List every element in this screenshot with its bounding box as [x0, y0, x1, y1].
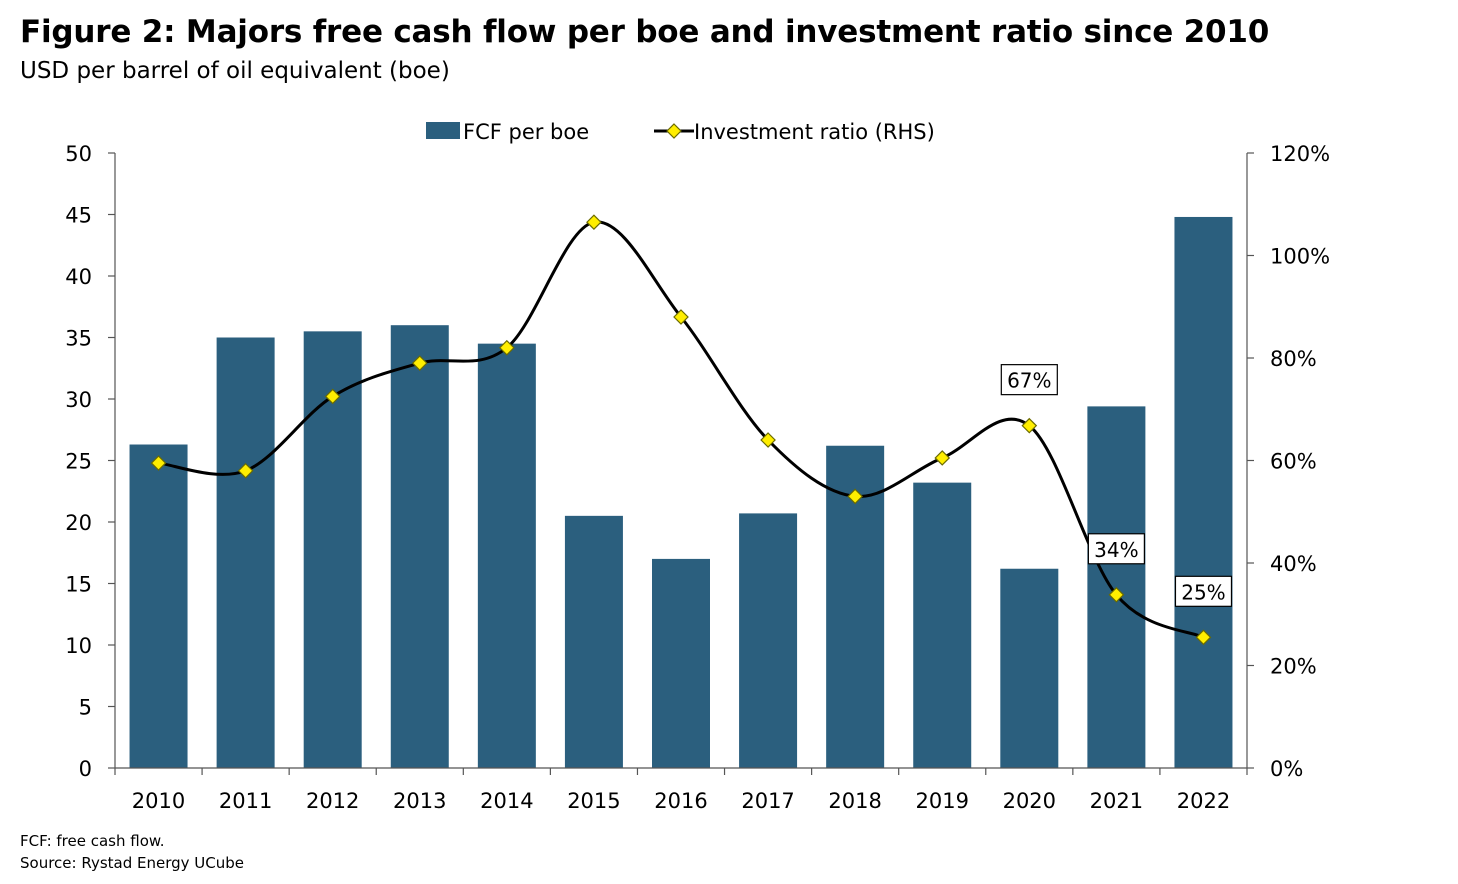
point-2020 — [1021, 417, 1038, 434]
legend-label-investment-ratio: Investment ratio (RHS) — [694, 120, 935, 144]
annotation-label-2021: 34% — [1094, 538, 1138, 562]
y-left-tick-label: 15 — [65, 573, 92, 597]
y-left-tick-label: 20 — [65, 511, 92, 535]
bar-2015 — [564, 515, 623, 768]
bar-series-fcf — [129, 216, 1233, 768]
bar-2022 — [1174, 216, 1233, 768]
x-tick-label-2019: 2019 — [916, 789, 969, 813]
x-tick-label-2021: 2021 — [1090, 789, 1143, 813]
annotation-label-2020: 67% — [1007, 369, 1051, 393]
legend-label-fcf: FCF per boe — [463, 120, 589, 144]
y-left-tick-label: 10 — [65, 634, 92, 658]
bar-2011 — [216, 337, 275, 768]
x-tick-label-2012: 2012 — [306, 789, 359, 813]
y-left-tick-label: 25 — [65, 450, 92, 474]
legend-swatch-fcf — [426, 122, 460, 139]
x-tick-label-2016: 2016 — [654, 789, 707, 813]
chart-axes: 0 5 10 15 20 25 30 35 40 45 50 0% 20% 40% 60% 80% 100% 12… — [65, 142, 1330, 813]
y-left-tick-label: 5 — [79, 696, 92, 720]
y-right-tick-label: 40% — [1270, 552, 1317, 576]
chart-title: Figure 2: Majors free cash flow per boe … — [20, 14, 1270, 50]
bar-2013 — [390, 325, 449, 768]
chart-subtitle: USD per barrel of oil equivalent (boe) — [20, 58, 450, 84]
y-right-tick-label: 60% — [1270, 450, 1317, 474]
bar-2010 — [129, 444, 188, 768]
x-tick-label-2022: 2022 — [1177, 789, 1230, 813]
point-2021 — [1108, 586, 1125, 603]
legend-swatch-marker — [666, 123, 682, 139]
data-annotations: 67% 34% 25% — [1000, 364, 1233, 607]
y-left-tick-label: 45 — [65, 204, 92, 228]
y-left-tick-label: 35 — [65, 327, 92, 351]
point-2010 — [150, 455, 167, 471]
y-right-tick-label: 0% — [1270, 757, 1303, 781]
point-2018 — [847, 488, 864, 505]
x-tick-label-2010: 2010 — [132, 789, 185, 813]
x-tick-label-2020: 2020 — [1003, 789, 1056, 813]
point-2019 — [934, 450, 951, 466]
bar-2020 — [1000, 568, 1059, 768]
point-2013 — [411, 355, 428, 371]
footnote-source: Source: Rystad Energy UCube — [20, 854, 244, 872]
x-tick-label-2011: 2011 — [219, 789, 272, 813]
point-2014 — [498, 339, 515, 356]
bar-2016 — [652, 558, 710, 768]
point-2016 — [673, 309, 689, 325]
y-left-tick-label: 40 — [65, 265, 92, 289]
bar-2019 — [913, 482, 972, 768]
bar-2017 — [739, 513, 798, 768]
annotation-label-2022: 25% — [1181, 580, 1225, 604]
point-2011 — [237, 462, 254, 479]
footnote-definition: FCF: free cash flow. — [20, 832, 165, 850]
y-right-tick-label: 100% — [1270, 245, 1330, 269]
point-2015 — [586, 214, 602, 231]
annotation-box-2022 — [1174, 575, 1233, 607]
point-2022 — [1195, 629, 1212, 646]
point-2012 — [324, 388, 341, 405]
line-series-investment-ratio — [150, 214, 1212, 646]
y-right-tick-label: 20% — [1270, 655, 1317, 679]
y-right-tick-label: 80% — [1270, 347, 1317, 371]
bar-2014 — [477, 343, 536, 768]
investment-ratio-line — [158, 220, 1205, 639]
y-left-tick-label: 0 — [79, 757, 92, 781]
point-2017 — [760, 432, 776, 448]
x-tick-label-2013: 2013 — [393, 789, 446, 813]
y-right-tick-label: 120% — [1270, 142, 1330, 166]
y-left-tick-label: 30 — [65, 388, 92, 412]
annotation-box-2021 — [1087, 533, 1145, 565]
chart-legend: FCF per boe Investment ratio (RHS) — [426, 120, 935, 144]
x-tick-label-2014: 2014 — [480, 789, 533, 813]
x-tick-label-2017: 2017 — [741, 789, 794, 813]
x-tick-label-2015: 2015 — [567, 789, 620, 813]
annotation-box-2020 — [1000, 364, 1058, 396]
x-tick-label-2018: 2018 — [828, 789, 881, 813]
y-left-tick-label: 50 — [65, 142, 92, 166]
